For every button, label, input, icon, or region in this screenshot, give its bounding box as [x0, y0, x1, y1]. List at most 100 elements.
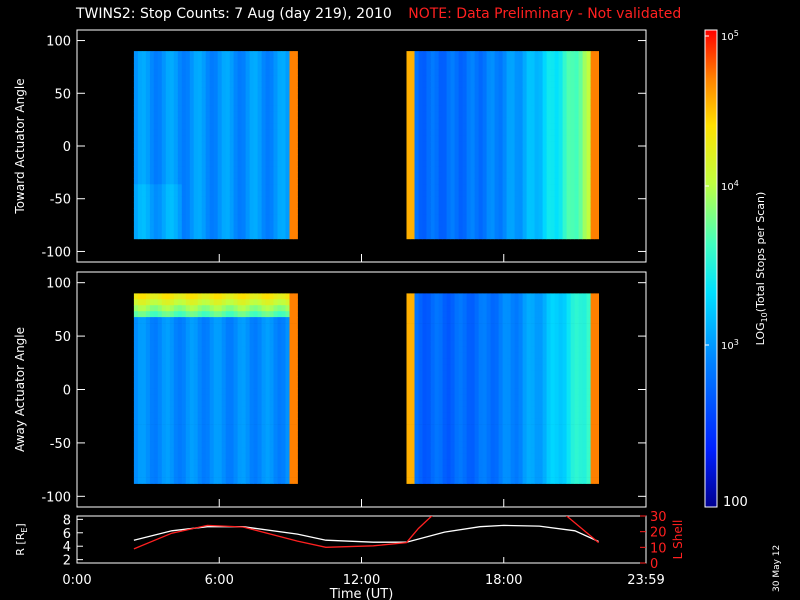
- heatmap-cell: [253, 477, 258, 484]
- heatmap-cell: [414, 141, 419, 149]
- heatmap-cell: [233, 220, 238, 228]
- heatmap-cell: [181, 226, 187, 234]
- heatmap-cell: [462, 232, 467, 240]
- heatmap-cell: [438, 424, 443, 431]
- heatmap-cell: [225, 160, 231, 167]
- heatmap-cell: [410, 430, 415, 437]
- heatmap-cell: [494, 352, 499, 360]
- heatmap-cell: [141, 299, 147, 306]
- heatmap-cell: [165, 232, 171, 240]
- heatmap-cell: [245, 75, 250, 82]
- heatmap-cell: [265, 364, 270, 371]
- heatmap-cell: [442, 196, 447, 203]
- heatmap-cell: [165, 111, 171, 119]
- heatmap-cell: [582, 99, 587, 106]
- heatmap-cell: [269, 412, 274, 419]
- heatmap-cell: [546, 135, 551, 143]
- heatmap-cell: [217, 190, 223, 197]
- heatmap-cell: [562, 69, 567, 76]
- heatmap-cell: [241, 340, 246, 348]
- heatmap-cell: [406, 63, 411, 70]
- heatmap-cell: [281, 63, 286, 70]
- heatmap-cell: [149, 394, 155, 401]
- heatmap-cell: [502, 311, 507, 318]
- heatmap-cell: [269, 57, 274, 64]
- heatmap-cell: [458, 465, 463, 472]
- heatmap-cell: [241, 178, 246, 185]
- heatmap-cell: [173, 196, 179, 203]
- heatmap-cell: [478, 178, 483, 185]
- heatmap-cell: [558, 51, 563, 58]
- heatmap-cell: [434, 111, 439, 119]
- heatmap-cell: [285, 141, 290, 149]
- heatmap-cell: [245, 129, 250, 137]
- heatmap-cell: [201, 400, 207, 407]
- heatmap-cell: [241, 477, 246, 484]
- heatmap-cell: [418, 424, 423, 431]
- heatmap-cell: [253, 160, 258, 167]
- heatmap-cell: [474, 190, 479, 197]
- heatmap-cell: [574, 111, 579, 119]
- heatmap-cell: [237, 141, 242, 149]
- heatmap-cell: [422, 317, 427, 324]
- heatmap-cell: [446, 166, 451, 173]
- heatmap-cell: [285, 358, 290, 365]
- heatmap-cell: [466, 123, 471, 131]
- heatmap-cell: [514, 135, 519, 143]
- heatmap-cell: [165, 135, 171, 143]
- heatmap-cell: [141, 477, 147, 484]
- heatmap-cell: [418, 178, 423, 185]
- heatmap-cell: [470, 376, 475, 383]
- heatmap-cell: [554, 69, 559, 76]
- heatmap-cell: [289, 226, 294, 234]
- heatmap-cell: [253, 63, 258, 70]
- heatmap-cell: [582, 226, 587, 234]
- heatmap-cell: [277, 305, 282, 312]
- heatmap-cell: [498, 202, 503, 209]
- heatmap-cell: [410, 148, 415, 155]
- heatmap-cell: [534, 51, 539, 58]
- heatmap-cell: [229, 352, 235, 360]
- heatmap-cell: [197, 63, 203, 70]
- heatmap-cell: [177, 141, 183, 149]
- heatmap-cell: [426, 459, 431, 466]
- heatmap-cell: [233, 93, 238, 100]
- heatmap-cell: [414, 129, 419, 137]
- heatmap-cell: [450, 335, 455, 342]
- heatmap-cell: [434, 430, 439, 437]
- heatmap-cell: [141, 305, 147, 312]
- heatmap-cell: [482, 154, 487, 161]
- heatmap-cell: [137, 172, 143, 179]
- heatmap-cell: [273, 340, 278, 348]
- heatmap-cell: [478, 105, 483, 113]
- heatmap-cell: [438, 388, 443, 395]
- heatmap-cell: [169, 99, 175, 106]
- heatmap-cell: [490, 172, 495, 179]
- heatmap-cell: [289, 57, 294, 64]
- heatmap-cell: [462, 447, 467, 455]
- heatmap-cell: [506, 388, 511, 395]
- heatmap-cell: [261, 323, 266, 330]
- heatmap-cell: [257, 135, 262, 143]
- heatmap-cell: [546, 75, 551, 82]
- heatmap-cell: [137, 141, 143, 149]
- heatmap-cell: [157, 208, 163, 215]
- heatmap-cell: [277, 148, 282, 155]
- heatmap-cell: [466, 370, 471, 377]
- heatmap-cell: [450, 352, 455, 360]
- heatmap-cell: [161, 190, 167, 197]
- heatmap-cell: [149, 358, 155, 365]
- heatmap-cell: [490, 202, 495, 209]
- heatmap-cell: [498, 172, 503, 179]
- heatmap-cell: [438, 323, 443, 330]
- heatmap-cell: [261, 196, 266, 203]
- heatmap-cell: [229, 340, 235, 348]
- heatmap-cell: [574, 105, 579, 113]
- heatmap-cell: [514, 184, 519, 191]
- heatmap-cell: [490, 117, 495, 125]
- heatmap-cell: [165, 430, 171, 437]
- heatmap-cell: [506, 346, 511, 354]
- heatmap-cell: [430, 453, 435, 461]
- heatmap-cell: [518, 160, 523, 167]
- heatmap-cell: [245, 424, 250, 431]
